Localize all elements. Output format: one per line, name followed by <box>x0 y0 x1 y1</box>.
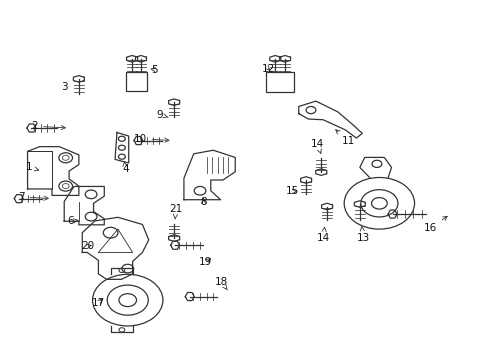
Text: 16: 16 <box>424 216 447 233</box>
Bar <box>267 72 294 92</box>
Text: 3: 3 <box>61 82 68 93</box>
Text: 14: 14 <box>317 227 330 243</box>
Text: 6: 6 <box>67 216 78 226</box>
Text: 4: 4 <box>122 161 128 174</box>
Text: 20: 20 <box>81 241 94 251</box>
Bar <box>126 72 147 91</box>
Text: 14: 14 <box>311 139 324 153</box>
Text: 17: 17 <box>92 298 105 308</box>
Text: 5: 5 <box>151 64 158 75</box>
Text: 1: 1 <box>25 162 39 172</box>
Text: 11: 11 <box>336 130 355 146</box>
Text: 13: 13 <box>357 227 370 243</box>
Text: 12: 12 <box>262 64 275 74</box>
Text: 10: 10 <box>133 134 169 144</box>
Text: 7: 7 <box>18 192 49 202</box>
Text: 8: 8 <box>200 197 207 207</box>
Text: 2: 2 <box>31 121 65 131</box>
Text: 21: 21 <box>169 204 182 219</box>
Text: 18: 18 <box>215 277 228 290</box>
Text: 9: 9 <box>156 110 168 120</box>
Text: 15: 15 <box>286 186 299 197</box>
Text: 19: 19 <box>199 257 213 267</box>
